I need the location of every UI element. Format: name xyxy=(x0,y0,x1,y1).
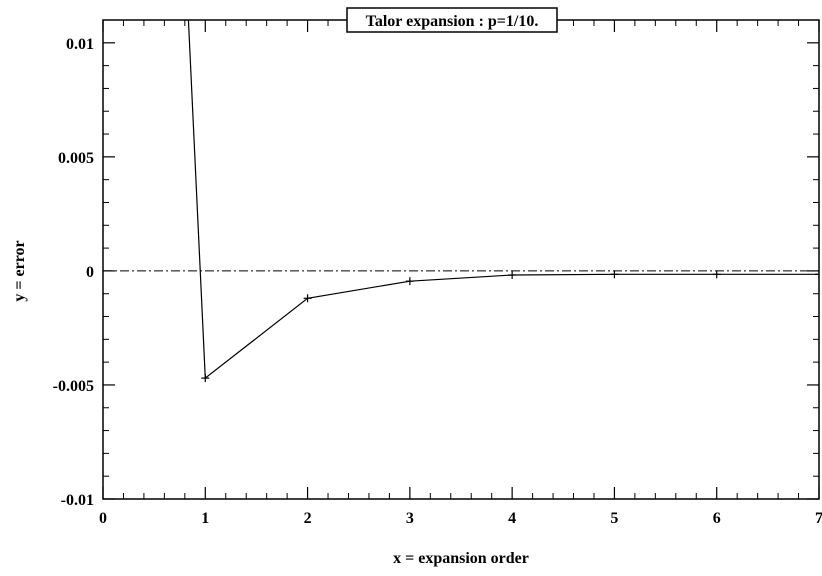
data-point-marker xyxy=(508,271,517,280)
data-point-marker xyxy=(610,270,619,279)
x-tick-label: 1 xyxy=(201,510,209,527)
x-tick-label: 2 xyxy=(304,510,312,527)
x-tick-label: 4 xyxy=(508,510,516,527)
data-point-marker xyxy=(201,374,210,383)
data-point-marker xyxy=(303,294,312,303)
y-tick-label: -0.01 xyxy=(61,492,94,509)
y-tick-label: 0.005 xyxy=(58,150,94,167)
major-ticks xyxy=(102,20,820,500)
series-layer xyxy=(187,20,819,383)
y-tick-label: 0 xyxy=(86,264,94,281)
x-tick-label: 7 xyxy=(815,510,822,527)
x-tick-label: 3 xyxy=(406,510,414,527)
x-tick-label: 5 xyxy=(610,510,618,527)
y-tick-label: -0.005 xyxy=(53,378,94,395)
plot-frame xyxy=(102,19,820,500)
chart-title: Talor expansion : p=1/10. xyxy=(366,13,539,30)
y-axis-title: y = error xyxy=(11,240,28,301)
y-tick-label: 0.01 xyxy=(66,36,94,53)
title-box xyxy=(346,7,558,33)
data-point-marker xyxy=(815,270,819,279)
x-axis-title: x = expansion order xyxy=(393,550,529,567)
data-point-marker xyxy=(712,270,721,279)
data-point-marker xyxy=(405,277,414,286)
tick-labels: 0 1 2 3 4 5 6 7 -0.01 -0.005 0 0.005 0.01 xyxy=(53,36,822,527)
series-line xyxy=(187,20,819,380)
x-tick-label: 0 xyxy=(99,510,107,527)
x-tick-label: 6 xyxy=(713,510,721,527)
minor-ticks xyxy=(103,19,819,499)
